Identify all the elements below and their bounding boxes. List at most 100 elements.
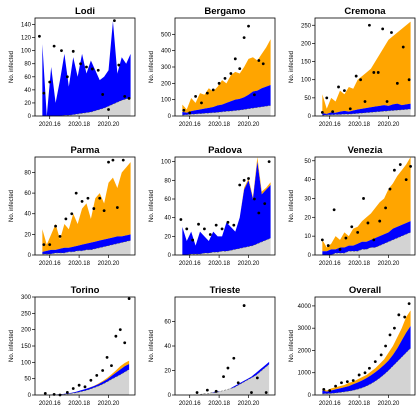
y-tick-label: 80 bbox=[24, 170, 31, 176]
y-tick-label: 1000 bbox=[298, 371, 312, 377]
data-point bbox=[118, 328, 122, 332]
data-point bbox=[127, 96, 131, 100]
y-tick-label: 300 bbox=[161, 65, 172, 71]
blue-band bbox=[42, 21, 131, 116]
data-point bbox=[205, 388, 209, 392]
data-point bbox=[409, 165, 412, 168]
y-tick-label: 20 bbox=[164, 369, 171, 375]
gray-band bbox=[182, 238, 271, 255]
y-axis-label: No. infected bbox=[289, 330, 295, 362]
y-tick-label: 50 bbox=[24, 377, 31, 383]
data-point bbox=[107, 108, 110, 111]
plot-frame bbox=[34, 156, 136, 256]
data-point bbox=[65, 75, 69, 79]
data-point bbox=[58, 235, 62, 238]
data-point bbox=[320, 110, 324, 114]
data-point bbox=[242, 304, 246, 307]
data-point bbox=[384, 344, 387, 348]
data-point bbox=[203, 227, 206, 231]
data-point bbox=[320, 238, 324, 242]
orange-band bbox=[42, 162, 131, 252]
data-point bbox=[407, 302, 411, 306]
plot-area bbox=[182, 39, 271, 116]
x-tick-label: 2020.16 bbox=[319, 122, 341, 128]
orange-band bbox=[322, 310, 411, 392]
x-tick-label: 2020.18 bbox=[68, 122, 90, 128]
data-point bbox=[356, 230, 360, 234]
x-tick-label: 2020.16 bbox=[39, 261, 61, 267]
y-axis-label: No. infected bbox=[9, 190, 15, 222]
panel-title: Trieste bbox=[210, 285, 241, 296]
data-point bbox=[89, 378, 93, 382]
data-point bbox=[372, 71, 376, 74]
panel-overall: Overall 0 1000 2000 3000 4000 2020.16 2020.18 20… bbox=[289, 285, 416, 407]
y-tick-label: 250 bbox=[301, 23, 312, 29]
panel-title: Venezia bbox=[348, 145, 384, 156]
y-tick-label: 50 bbox=[304, 96, 311, 102]
data-point bbox=[96, 68, 100, 72]
y-tick-label: 0 bbox=[28, 393, 32, 399]
data-point bbox=[250, 391, 253, 394]
data-point bbox=[114, 334, 118, 338]
data-point bbox=[384, 206, 387, 210]
data-point bbox=[43, 391, 47, 395]
data-point bbox=[398, 163, 402, 166]
data-point bbox=[113, 19, 116, 23]
y-tick-label: 0 bbox=[308, 114, 312, 120]
panel-venezia: Venezia 0 10 20 30 40 50 2020.16 2020.18 2020.20 N… bbox=[289, 145, 416, 267]
data-point bbox=[60, 49, 63, 53]
data-point bbox=[48, 80, 52, 84]
y-tick-label: 30 bbox=[304, 196, 311, 202]
data-point bbox=[90, 67, 94, 71]
data-point bbox=[350, 225, 354, 229]
x-tick-label: 2020.20 bbox=[238, 122, 260, 128]
data-point bbox=[205, 91, 209, 95]
data-point bbox=[194, 95, 197, 98]
data-point bbox=[348, 107, 352, 111]
panel-title: Cremona bbox=[344, 6, 386, 17]
y-axis-label: No. infected bbox=[149, 190, 155, 222]
data-point bbox=[121, 158, 125, 162]
y-tick-label: 0 bbox=[28, 253, 32, 259]
data-point bbox=[340, 381, 343, 385]
gray-band bbox=[49, 369, 130, 395]
trend-line bbox=[322, 108, 411, 116]
x-tick-label: 2020.18 bbox=[208, 261, 230, 267]
y-tick-label: 40 bbox=[304, 178, 311, 184]
y-tick-label: 140 bbox=[21, 23, 32, 29]
data-point bbox=[264, 391, 268, 394]
data-point bbox=[388, 187, 392, 191]
panel-torino: Torino 0 50 100 150 200 250 300 2020.16 2020.18 20… bbox=[9, 285, 136, 407]
blue-band bbox=[42, 234, 131, 254]
data-point bbox=[74, 191, 78, 195]
data-point bbox=[238, 183, 242, 187]
data-point bbox=[214, 223, 218, 227]
y-tick-label: 0 bbox=[168, 114, 172, 120]
y-tick-label: 150 bbox=[301, 60, 312, 66]
panel-title: Lodi bbox=[75, 6, 95, 17]
data-point bbox=[185, 227, 189, 231]
data-point bbox=[117, 63, 121, 67]
data-point bbox=[191, 238, 195, 242]
data-point bbox=[376, 71, 380, 74]
plot-area bbox=[322, 310, 411, 395]
panel-lodi: Lodi 0 20 40 60 80 100 120 140 2020.16 2020.18 2020… bbox=[9, 6, 136, 128]
data-point bbox=[188, 111, 192, 115]
y-axis-label: No. infected bbox=[149, 51, 155, 83]
data-point bbox=[70, 212, 74, 216]
panel-padova: Padova 0 20 40 60 80 100 2020.16 2020.18 2020.20 N… bbox=[149, 145, 276, 267]
panel-title: Bergamo bbox=[204, 6, 245, 17]
data-point bbox=[255, 376, 259, 380]
x-tick-label: 2020.16 bbox=[319, 401, 341, 407]
y-tick-label: 60 bbox=[164, 197, 171, 203]
data-point bbox=[343, 89, 346, 92]
gray-band bbox=[42, 97, 131, 116]
blue-band bbox=[322, 103, 411, 116]
y-tick-label: 40 bbox=[24, 212, 31, 218]
y-tick-label: 4000 bbox=[298, 304, 312, 310]
x-tick-label: 2020.16 bbox=[39, 122, 61, 128]
y-tick-label: 100 bbox=[21, 49, 32, 55]
plot-frame bbox=[34, 17, 136, 117]
x-tick-label: 2020.16 bbox=[39, 401, 61, 407]
